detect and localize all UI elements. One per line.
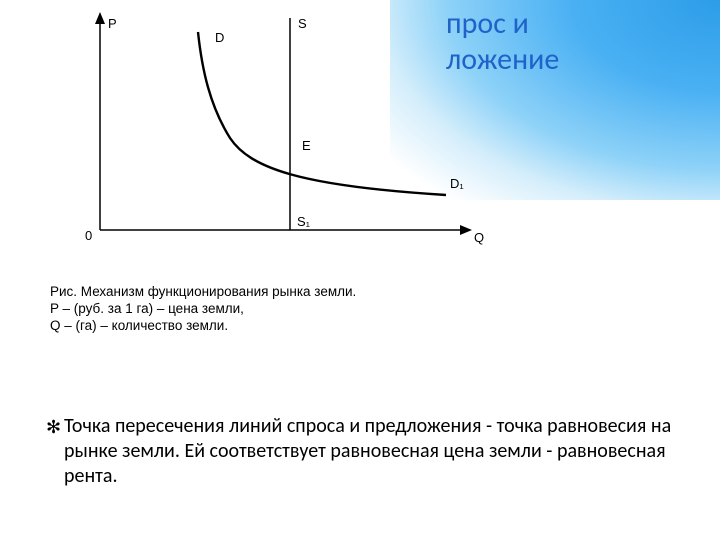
y-label: P	[108, 16, 117, 31]
caption-line-1: Рис. Механизм функционирования рынка зем…	[50, 284, 356, 301]
d-label: D	[215, 30, 224, 45]
s-label: S	[298, 16, 307, 31]
origin-label: 0	[85, 228, 92, 243]
demand-supply-chart: P Q 0 D S E D₁ S₁	[70, 10, 500, 270]
y-axis-arrow	[95, 12, 105, 24]
bullet-text: Точка пересечения линий спроса и предлож…	[64, 414, 671, 488]
bullet-icon: ✻	[46, 416, 61, 439]
caption-line-3: Q – (га) – количество земли.	[50, 318, 356, 335]
e-label: E	[302, 138, 311, 153]
caption-line-2: P – (руб. за 1 га) – цена земли,	[50, 301, 356, 318]
x-label: Q	[474, 230, 484, 245]
s1-label: S₁	[297, 214, 311, 229]
x-axis-arrow	[460, 225, 472, 235]
slide: прос и ложение P Q 0 D S E D₁ S₁ Рис. Ме…	[0, 0, 720, 540]
figure-caption: Рис. Механизм функционирования рынка зем…	[50, 284, 356, 335]
body-bullet: ✻ Точка пересечения линий спроса и предл…	[64, 414, 680, 489]
demand-curve	[198, 32, 446, 195]
d1-label: D₁	[450, 176, 464, 191]
